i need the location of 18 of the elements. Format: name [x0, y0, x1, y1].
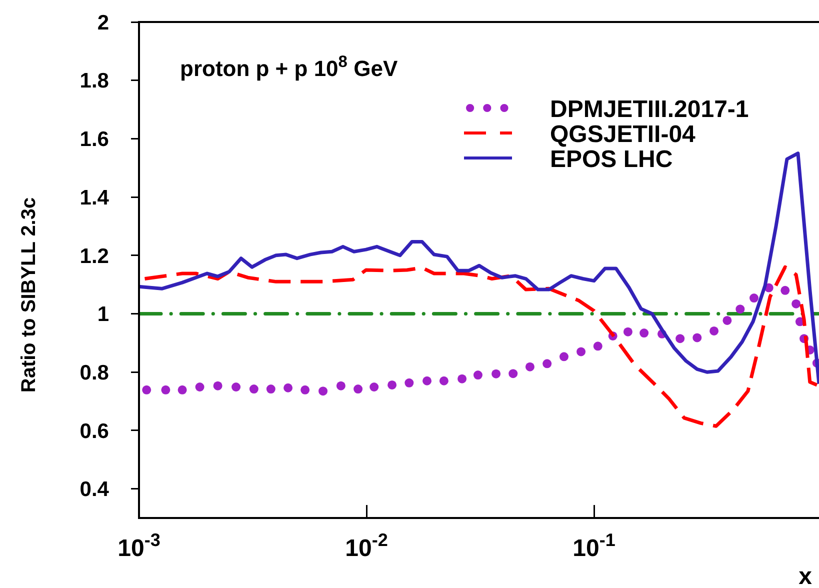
legend-label: EPOS LHC [550, 146, 673, 173]
annotation: proton p + p 10$^{8}$ GeV [180, 53, 398, 81]
y-tick-label: 1.4 [80, 186, 110, 210]
y-tick-label: 1.2 [80, 244, 109, 268]
x-tick-label: 10$^{-2}$ [345, 530, 388, 562]
y-tick-label: 1.6 [80, 128, 109, 152]
x-axis-title: x [798, 563, 813, 588]
legend-label: DPMJETIII.2017-1 [550, 96, 749, 123]
y-tick-label: 1.8 [80, 70, 110, 93]
x-tick-label: 10$^{-1}$ [572, 530, 616, 562]
y-tick-label: 0.4 [80, 478, 110, 502]
legend-label: QGSJETII-04 [550, 121, 696, 148]
y-tick-label: 0.6 [80, 420, 109, 443]
y-tick-label: 1 [97, 303, 110, 326]
y-tick-label: 0.8 [80, 361, 110, 384]
x-tick-label: 10$^{-3}$ [118, 530, 160, 562]
y-axis-title: Ratio to SIBYLL 2.3c [18, 197, 40, 393]
y-tick-label: 2 [97, 11, 109, 34]
